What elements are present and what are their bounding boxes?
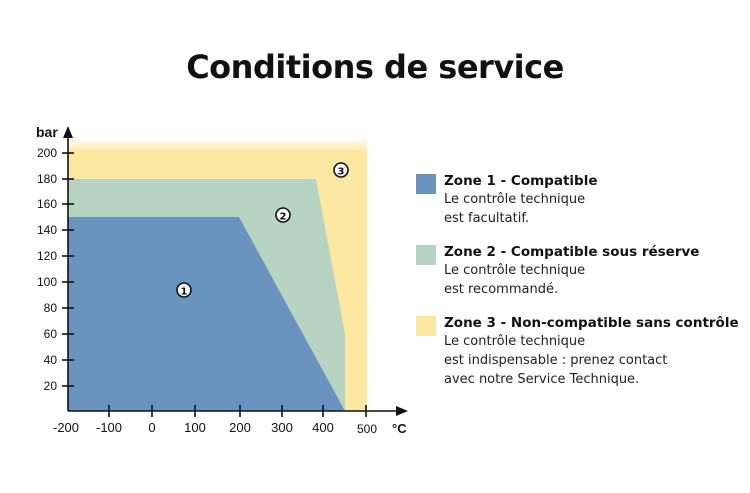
svg-text:100: 100 (37, 275, 57, 289)
zone-3-marker: 3 (333, 162, 349, 178)
legend-desc: Le contrôle technique est recommandé. (444, 263, 586, 297)
svg-text:0: 0 (148, 420, 155, 435)
legend-item-zone-1: Zone 1 - Compatible Le contrôle techniqu… (416, 172, 746, 228)
zone-2-marker: 2 (275, 207, 291, 223)
svg-text:-200: -200 (53, 420, 79, 435)
y-axis-arrow-icon (63, 126, 73, 138)
x-axis-arrow-icon (396, 406, 408, 416)
svg-text:200: 200 (37, 146, 57, 160)
svg-text:160: 160 (37, 197, 57, 211)
svg-text:-100: -100 (96, 420, 122, 435)
x-tick-labels: -200 -100 0 100 200 300 400 500 (53, 420, 377, 436)
svg-text:1: 1 (181, 287, 188, 298)
legend-title: Zone 1 - Compatible (444, 173, 598, 189)
zone-1-marker: 1 (176, 282, 192, 298)
svg-text:40: 40 (44, 353, 58, 367)
svg-text:2: 2 (280, 212, 287, 223)
x-axis-label: °C (392, 421, 407, 436)
zone-3-swatch (416, 316, 436, 336)
legend-desc: Le contrôle technique est indispensable … (444, 334, 668, 387)
svg-text:20: 20 (44, 379, 58, 393)
svg-text:3: 3 (338, 167, 345, 178)
legend-title: Zone 2 - Compatible sous réserve (444, 244, 700, 260)
legend-item-zone-3: Zone 3 - Non-compatible sans contrôle Le… (416, 314, 746, 389)
legend-title: Zone 3 - Non-compatible sans contrôle (444, 315, 739, 331)
x-ticks (108, 405, 367, 417)
svg-text:400: 400 (312, 420, 334, 435)
chart-title: Conditions de service (186, 48, 564, 86)
svg-text:80: 80 (44, 301, 58, 315)
svg-text:200: 200 (229, 420, 251, 435)
svg-text:100: 100 (184, 420, 206, 435)
zone-2-swatch (416, 245, 436, 265)
legend-desc: Le contrôle technique est facultatif. (444, 192, 586, 226)
y-axis-label: bar (36, 124, 58, 140)
zone-1-area (68, 217, 345, 411)
svg-text:500: 500 (357, 422, 377, 436)
zone-1-swatch (416, 174, 436, 194)
legend-item-zone-2: Zone 2 - Compatible sous réserve Le cont… (416, 243, 746, 299)
svg-text:60: 60 (44, 327, 58, 341)
svg-text:140: 140 (37, 223, 57, 237)
y-tick-labels: 200 180 160 140 120 100 80 60 40 20 (37, 146, 57, 393)
svg-text:180: 180 (37, 172, 57, 186)
svg-text:120: 120 (37, 249, 57, 263)
y-ticks (62, 152, 74, 387)
legend: Zone 1 - Compatible Le contrôle techniqu… (416, 172, 746, 404)
svg-text:300: 300 (271, 420, 293, 435)
